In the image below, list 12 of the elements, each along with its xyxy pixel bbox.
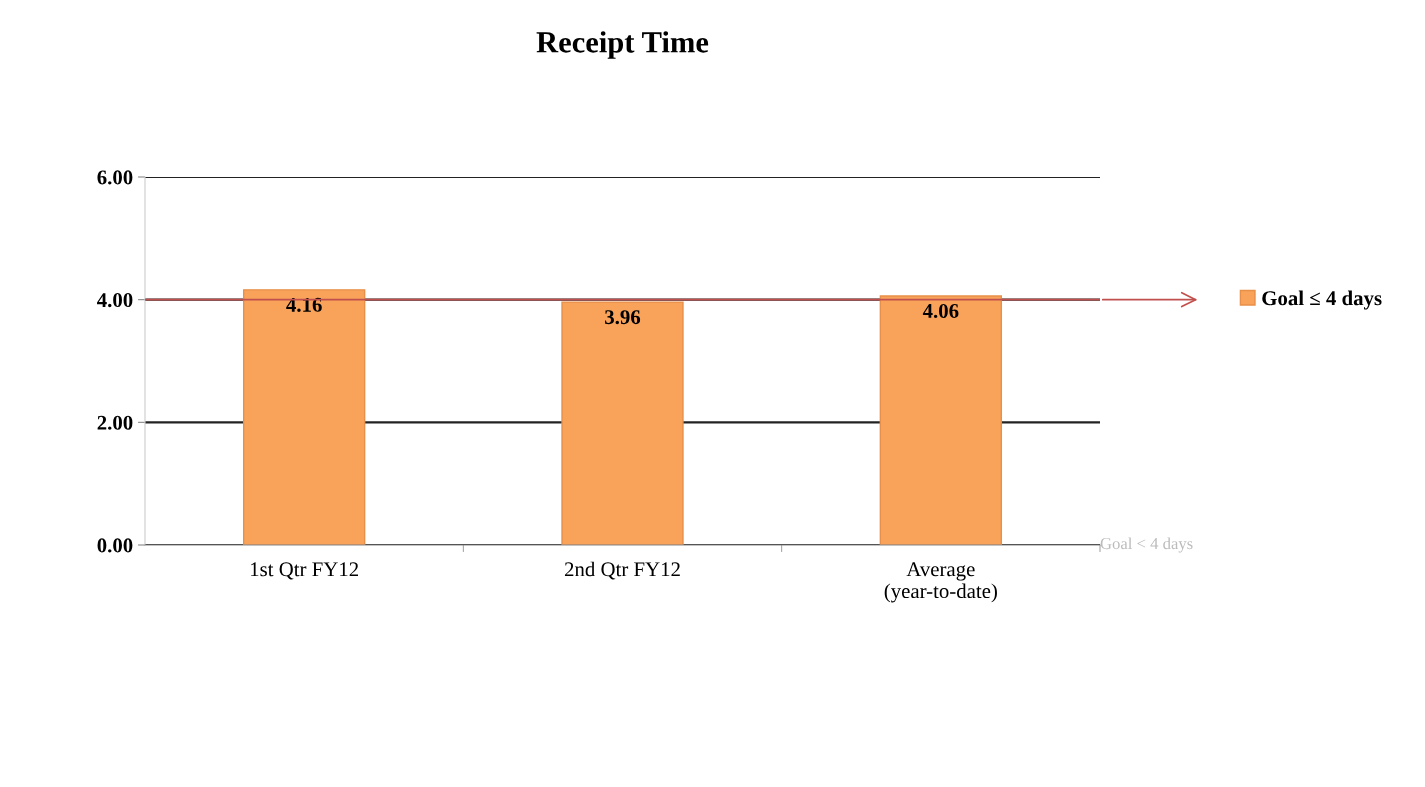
y-tick-label: 6.00 xyxy=(97,170,133,185)
y-tick-label: 4.00 xyxy=(97,293,133,308)
text: Goal < 4 days xyxy=(1100,537,1193,553)
x-tick-label: 2nd Qtr FY12 xyxy=(564,561,680,580)
data-label: 3.96 xyxy=(605,310,641,325)
y-tick-label: 0.00 xyxy=(97,538,133,553)
legend-label: Goal ≤ 4 days xyxy=(1262,290,1382,310)
chart-title: Receipt Time xyxy=(536,31,709,59)
y-tick-label: 2.00 xyxy=(97,415,133,430)
x-tick-label: Average (year-to-date) xyxy=(884,562,997,603)
data-label: 4.06 xyxy=(922,303,959,319)
x-tick-label: 1st Qtr FY12 xyxy=(251,562,358,580)
